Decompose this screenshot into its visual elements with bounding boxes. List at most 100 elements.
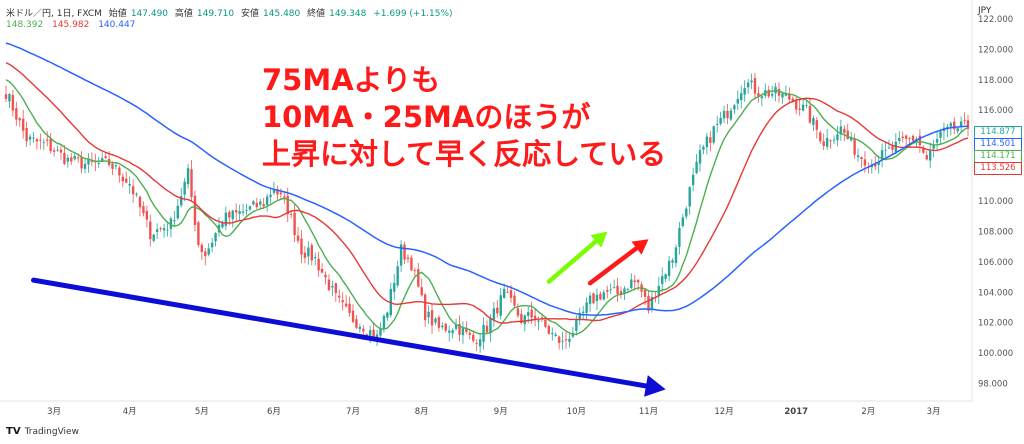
candle-body [853,138,856,155]
candle-body [238,211,241,214]
candle-body [506,291,509,293]
candle-body [860,157,863,160]
candle-body [757,93,760,98]
candle-body [743,88,746,95]
candle-body [832,139,836,141]
candle-body [953,121,956,130]
candle-body [746,82,750,88]
candle-body [509,290,513,298]
candle-body [630,279,633,288]
candle-body [406,257,410,260]
candle-body [949,123,953,127]
candle-body [159,228,162,229]
annotation-text: 75MAよりも 10MA・25MAのほうが 上昇に対して早く反応している [262,62,666,173]
candle-body [454,324,458,329]
candle-body [149,221,152,240]
candle-body [173,220,176,222]
candle-body [606,290,609,292]
candle-body [70,157,73,162]
candle-body [612,287,616,289]
candle-body [145,210,149,220]
candle-body [200,244,204,252]
candle-body [877,162,880,165]
candle-body [846,130,849,139]
candle-body [513,295,516,306]
candle-body [437,317,441,328]
candle-body [544,319,547,327]
candle-body [825,137,829,147]
candle-body [475,343,478,344]
candle-body [458,323,461,335]
annotation-arrows-layer [30,231,666,397]
candle-body [101,158,104,161]
candle-body [293,212,296,236]
candle-body [317,258,320,271]
candle-body [685,208,688,217]
candle-body [176,205,179,219]
close-value: 149.348 [329,9,367,19]
candle-body [125,178,128,183]
candle-body [365,334,368,336]
candle-body [935,139,939,143]
tradingview-branding[interactable]: TV TradingView [6,426,79,437]
candle-body [712,126,715,143]
candle-body [344,303,348,307]
candle-body [413,270,417,271]
ma-line-75ma [5,42,969,316]
candle-body [303,252,307,258]
candle-body [822,141,825,147]
low-value: 145.480 [263,9,301,19]
candle-body [819,132,822,142]
candle-body [719,117,722,124]
candle-body [32,137,35,139]
candle-body [884,149,887,151]
candle-body [791,98,794,102]
candle-body [283,196,286,199]
price-badge-4: 113.526 [974,162,1022,175]
candle-body [90,160,94,163]
candle-body [582,311,585,314]
candle-body [530,309,533,318]
candle-body [664,274,667,279]
candle-body [667,260,671,276]
candle-body [702,146,705,150]
candle-body [801,104,805,111]
candle-body [502,288,506,298]
candle-body [382,316,386,329]
candle-body [420,287,423,296]
change-value: +1.699 (+1.15%) [373,9,453,19]
x-tick-label: 12月 [714,407,733,417]
y-tick-label: 110.000 [978,197,1013,207]
candle-body [162,228,166,231]
candle-body [15,108,18,120]
green-arrow-shaft [546,237,601,284]
moving-average-layer [5,42,969,336]
candle-body [887,147,891,149]
high-label: 高値 [174,9,193,19]
candle-body [891,146,894,150]
candle-body [379,328,382,336]
candle-body [334,283,338,294]
candle-body [210,242,214,248]
ma-line-25ma [5,62,969,324]
candle-body [691,174,695,186]
candle-body [678,227,681,247]
x-tick-label: 2017 [784,407,808,417]
x-tick-label: 8月 [415,407,429,417]
candle-body [417,269,420,287]
candle-body [190,169,193,197]
price-axis-background [972,0,1024,420]
candle-body [922,147,925,153]
candle-body [76,157,80,159]
y-tick-label: 106.000 [978,258,1013,268]
candle-body [781,93,784,98]
candle-body [554,334,557,336]
candle-body [733,105,736,110]
candle-body [551,333,554,335]
candle-body [166,229,169,231]
x-tick-label: 3月 [927,407,941,417]
chart-header: 米ドル／円, 1日, FXCM 始値 147.490 高値 149.710 安値 14… [6,6,457,19]
candle-body [575,319,578,331]
candle-body [448,330,451,333]
